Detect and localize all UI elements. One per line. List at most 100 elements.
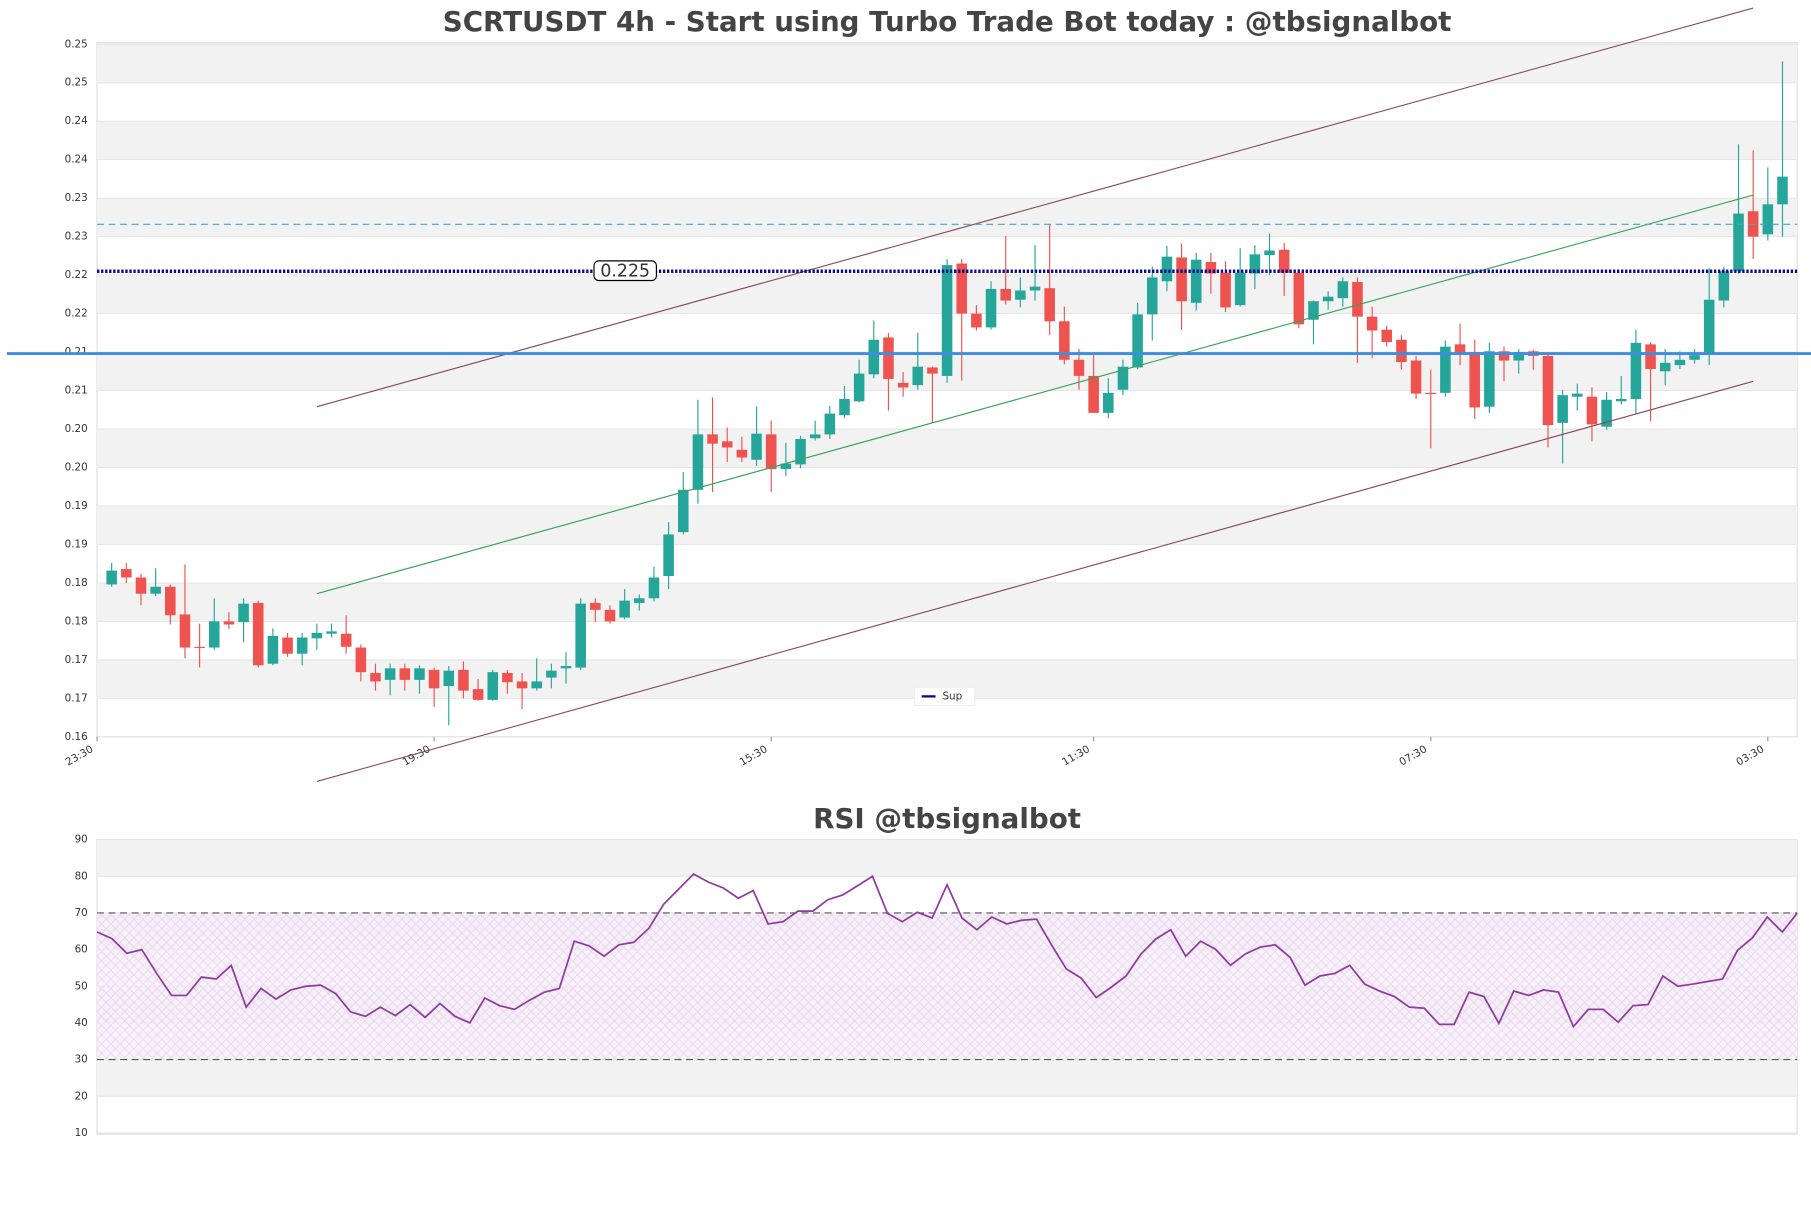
candle-body xyxy=(824,413,836,435)
candle-body xyxy=(604,609,616,622)
candle-body xyxy=(707,434,718,444)
candle-body xyxy=(1469,352,1480,408)
grid-band xyxy=(97,44,1798,83)
candle-body xyxy=(267,636,279,664)
y-tick-label: 0.21 xyxy=(65,385,88,397)
y-tick-label: 0.17 xyxy=(65,654,88,666)
candle-body xyxy=(326,631,337,634)
candle-body xyxy=(355,647,367,673)
candle-body xyxy=(472,689,484,700)
x-tick-label: 15:30 xyxy=(738,743,770,768)
chart-title: RSI @tbsignalbot xyxy=(813,802,1081,835)
candle-body xyxy=(223,621,235,625)
y-tick-label: 0.18 xyxy=(65,577,88,589)
candle-body xyxy=(839,399,850,416)
candle-body xyxy=(238,603,249,623)
y-tick-label: 0.24 xyxy=(65,115,89,127)
candle-body xyxy=(619,600,630,618)
candle-body xyxy=(1161,256,1173,282)
trend-line xyxy=(316,380,1754,782)
candle-body xyxy=(487,672,499,700)
candle-body xyxy=(1718,271,1730,301)
candle-body xyxy=(135,577,147,594)
x-tick-label: 11:30 xyxy=(1060,743,1092,768)
x-tick-label: 07:30 xyxy=(1397,743,1429,768)
value-label: 0.225 xyxy=(600,261,650,281)
candle-body xyxy=(1103,392,1114,413)
y-tick-label: 0.16 xyxy=(65,731,88,743)
y-tick-label: 60 xyxy=(75,944,88,956)
candle-body xyxy=(546,670,557,678)
candle-body xyxy=(1542,355,1554,426)
candle-body xyxy=(252,602,264,666)
candle-body xyxy=(1176,257,1187,302)
candle-body xyxy=(282,637,293,654)
candle-body xyxy=(721,441,733,448)
candle-body xyxy=(1190,259,1202,303)
candle-body xyxy=(370,672,381,682)
candle-body xyxy=(1234,272,1246,306)
y-tick-label: 10 xyxy=(75,1127,88,1139)
candle-body xyxy=(428,669,440,689)
chart-title: SCRTUSDT 4h - Start using Turbo Trade Bo… xyxy=(443,5,1452,38)
candle-body xyxy=(941,265,953,376)
candle-body xyxy=(765,434,777,470)
grid-band xyxy=(97,198,1798,237)
candle-body xyxy=(560,666,572,669)
candle-body xyxy=(868,339,880,375)
y-tick-label: 0.20 xyxy=(65,461,88,473)
y-tick-label: 0.20 xyxy=(65,423,88,435)
candle-body xyxy=(531,681,542,689)
candle-body xyxy=(296,637,308,654)
candle-body xyxy=(1659,362,1671,372)
x-tick-label: 19:30 xyxy=(401,743,433,768)
candle-body xyxy=(1015,290,1026,300)
candle-body xyxy=(1645,344,1656,369)
y-tick-label: 80 xyxy=(75,870,88,882)
y-tick-label: 0.25 xyxy=(65,38,88,50)
candle-body xyxy=(1322,296,1334,302)
candle-body xyxy=(1762,204,1774,235)
candle-body xyxy=(809,434,821,439)
y-tick-label: 0.18 xyxy=(65,615,88,627)
candle-body xyxy=(1132,314,1143,368)
candle-body xyxy=(575,603,586,668)
grid-band xyxy=(97,121,1798,160)
candle-body xyxy=(340,633,352,647)
candle-body xyxy=(1410,360,1422,394)
y-tick-label: 0.22 xyxy=(65,308,88,320)
candle-body xyxy=(1146,277,1158,315)
candle-body xyxy=(443,670,455,687)
candle-body xyxy=(897,382,909,388)
candle-body xyxy=(1044,288,1055,322)
legend-box xyxy=(914,686,976,707)
trend-line xyxy=(316,194,1754,595)
candle-body xyxy=(106,570,117,585)
candle-body xyxy=(121,569,132,578)
candle-body xyxy=(1381,329,1393,343)
y-tick-label: 0.23 xyxy=(65,231,88,243)
candle-body xyxy=(1498,351,1510,361)
y-tick-label: 20 xyxy=(75,1090,88,1102)
candle-body xyxy=(751,433,762,460)
candle-body xyxy=(1293,272,1305,325)
candle-body xyxy=(399,668,411,680)
candle-body xyxy=(1630,342,1642,400)
y-tick-label: 90 xyxy=(75,834,88,846)
candle-body xyxy=(663,534,674,576)
candle-body xyxy=(1073,359,1085,376)
legend-label: Sup xyxy=(942,690,962,702)
y-tick-label: 70 xyxy=(75,907,88,919)
candle-body xyxy=(208,621,220,648)
value-label-box xyxy=(593,260,657,282)
candle-body xyxy=(795,439,806,465)
candle-body xyxy=(1703,299,1715,354)
candle-body xyxy=(985,288,997,328)
candle-body xyxy=(1205,262,1217,274)
candle-body xyxy=(1029,286,1041,291)
candle-body xyxy=(516,681,528,689)
candle-body xyxy=(1396,339,1407,363)
candle-body xyxy=(1117,366,1129,390)
